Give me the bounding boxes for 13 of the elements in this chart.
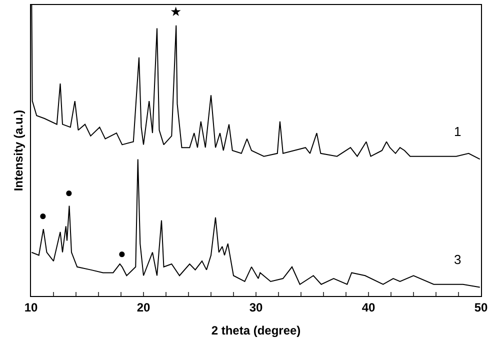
x-tick-label: 20	[136, 300, 150, 314]
series-label: 3	[454, 252, 462, 267]
x-tick-label: 30	[249, 300, 263, 314]
annotation: ●	[39, 208, 47, 223]
y-axis-title: Intensity (a.u.)	[11, 110, 26, 192]
series-label: 1	[454, 124, 462, 139]
x-tick-label: 10	[24, 300, 38, 314]
annotation: ●	[65, 185, 73, 200]
x-tick-label: 50	[474, 300, 488, 314]
annotation: ★	[170, 4, 182, 19]
annotation: ●	[118, 246, 126, 261]
x-tick-label: 40	[362, 300, 376, 314]
x-axis-title: 2 theta (degree)	[211, 323, 301, 338]
